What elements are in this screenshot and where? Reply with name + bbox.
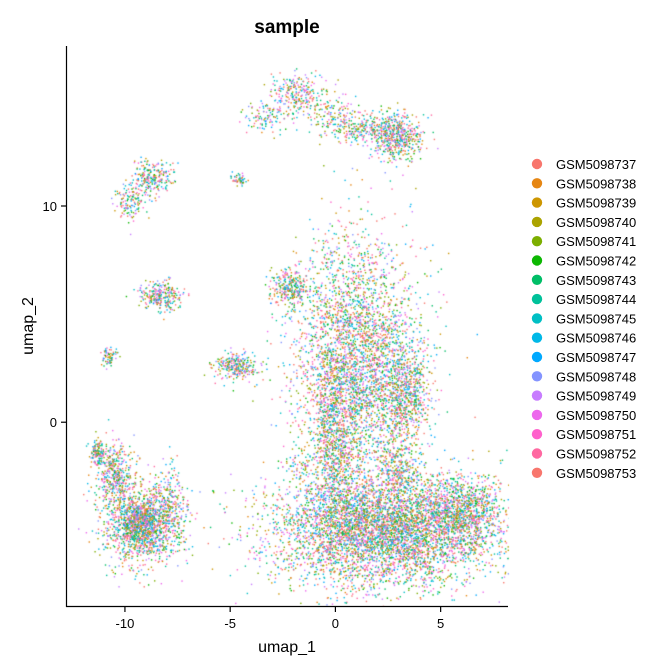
- y-axis-ticks: 0 10: [43, 199, 66, 430]
- legend-label: GSM5098752: [556, 447, 636, 462]
- y-axis-title: umap_2: [20, 297, 37, 355]
- legend-label: GSM5098749: [556, 389, 636, 404]
- legend-key: [531, 216, 543, 228]
- legend-label: GSM5098738: [556, 176, 636, 191]
- legend-label: GSM5098744: [556, 292, 636, 307]
- y-tick-label: 10: [43, 199, 57, 214]
- legend-label: GSM5098747: [556, 350, 636, 365]
- legend-key: [531, 293, 543, 305]
- legend-key: [531, 351, 543, 363]
- legend: GSM5098737 GSM5098738 GSM5098739 GSM5098740…: [531, 157, 636, 481]
- legend-key: [531, 274, 543, 285]
- legend-label: GSM5098748: [556, 369, 636, 384]
- legend-key: [531, 197, 543, 208]
- x-tick-label: -5: [224, 616, 236, 631]
- legend-label: GSM5098742: [556, 254, 636, 269]
- legend-key: [531, 371, 543, 382]
- legend-key: [531, 236, 543, 247]
- x-tick-label: 0: [332, 616, 339, 631]
- legend-label: GSM5098743: [556, 273, 636, 288]
- legend-key: [531, 448, 543, 459]
- legend-key: [531, 429, 543, 440]
- legend-key: [531, 178, 543, 189]
- legend-key: [531, 409, 543, 421]
- x-tick-label: 5: [437, 616, 444, 631]
- x-tick-label: -10: [116, 616, 135, 631]
- legend-key: [531, 313, 543, 324]
- legend-key: [531, 158, 543, 170]
- legend-label: GSM5098739: [556, 196, 636, 211]
- legend-label: GSM5098753: [556, 466, 636, 481]
- legend-key: [531, 467, 543, 478]
- legend-key: [531, 390, 543, 401]
- x-axis-title: umap_1: [258, 639, 316, 656]
- legend-label: GSM5098740: [556, 215, 636, 230]
- legend-label: GSM5098741: [556, 234, 636, 249]
- legend-label: GSM5098750: [556, 408, 636, 423]
- legend-key: [531, 332, 543, 343]
- legend-label: GSM5098751: [556, 427, 636, 442]
- y-tick-label: 0: [50, 415, 57, 430]
- x-axis-ticks: -10 -5 0 5: [116, 606, 444, 631]
- legend-label: GSM5098737: [556, 157, 636, 172]
- legend-key: [531, 255, 543, 266]
- legend-label: GSM5098746: [556, 331, 636, 346]
- legend-label: GSM5098745: [556, 311, 636, 326]
